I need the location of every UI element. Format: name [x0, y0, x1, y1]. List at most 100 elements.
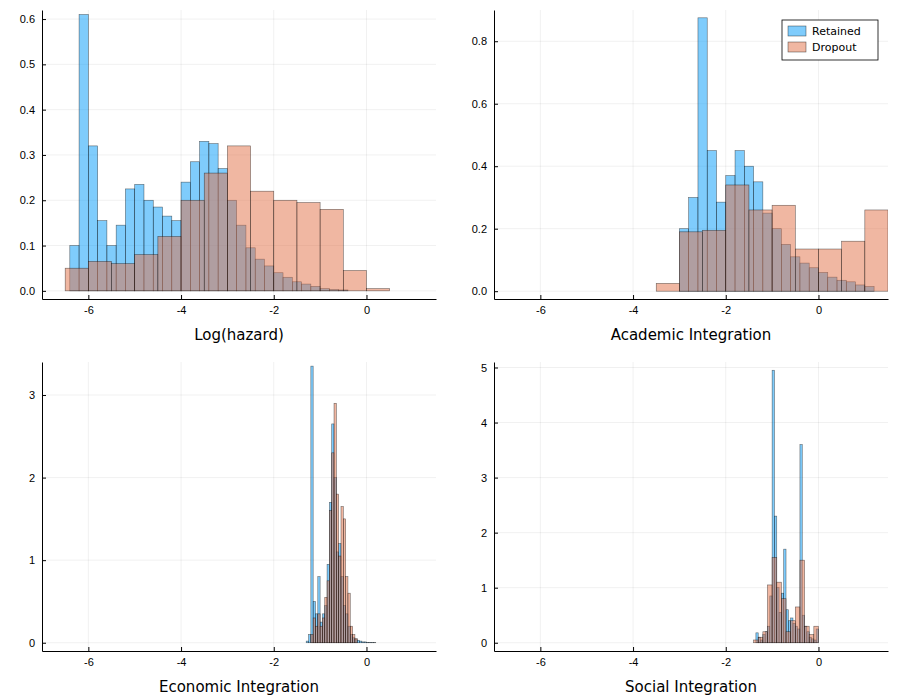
tick: -4: [177, 295, 187, 316]
histogram-bar: [360, 641, 362, 643]
histogram-bar: [332, 453, 334, 643]
axis-line: [43, 299, 437, 300]
grid-line: [494, 422, 888, 423]
tick: 0.0: [20, 285, 46, 297]
tick-mark: [540, 647, 541, 651]
tick-mark: [88, 647, 89, 651]
tick: 0.2: [20, 194, 46, 206]
histogram-bar: [320, 626, 322, 643]
grid-line: [494, 532, 888, 533]
tick: -6: [84, 295, 94, 316]
histogram-bar: [343, 519, 345, 643]
histogram-bar: [329, 502, 331, 642]
tick: 0.6: [472, 98, 498, 110]
tick-label: 0.2: [20, 194, 35, 206]
histogram-bar: [772, 557, 777, 642]
tick-mark: [42, 560, 46, 561]
tick-label: 1: [481, 582, 487, 594]
tick-mark: [494, 478, 498, 479]
tick-mark: [494, 104, 498, 105]
histogram-bar: [306, 641, 308, 643]
histogram-bar: [781, 599, 786, 643]
grid-line: [494, 477, 888, 478]
legend-label: Retained: [812, 25, 861, 38]
x-axis: -6 -4 -2 0: [495, 295, 889, 316]
histogram-bar: [313, 618, 315, 643]
tick-label: -4: [629, 304, 639, 316]
tick: 1: [481, 582, 498, 594]
histogram-bar: [251, 191, 274, 291]
tick-label: 4: [481, 417, 487, 429]
tick: -4: [629, 295, 639, 316]
tick-label: 0.6: [472, 98, 487, 110]
histogram-bar: [112, 264, 135, 291]
tick-label: 0: [816, 304, 822, 316]
bars: [656, 18, 888, 291]
tick: 3: [481, 472, 498, 484]
histogram-bar: [355, 639, 357, 643]
tick-mark: [818, 647, 819, 651]
histogram-bar: [791, 621, 796, 643]
histogram-bar: [726, 185, 749, 291]
tick-label: 1: [29, 554, 35, 566]
histogram-bar: [355, 639, 357, 642]
grid-line: [633, 10, 634, 299]
tick-label: -6: [84, 304, 94, 316]
tick: -6: [536, 295, 546, 316]
tick-mark: [42, 643, 46, 644]
histogram-bar: [767, 585, 772, 643]
histogram-bar: [842, 241, 865, 291]
histogram-bar: [366, 289, 389, 291]
histogram-series: [306, 366, 376, 643]
histogram-bar: [805, 626, 810, 643]
tick-label: 0.0: [20, 285, 35, 297]
histogram-bar: [350, 626, 352, 643]
grid-line: [494, 367, 888, 368]
histogram-bar: [679, 232, 702, 291]
panel: -6-4-200.00.10.20.30.40.50.6Log(hazard): [20, 10, 437, 344]
histogram-bar: [656, 283, 679, 291]
histogram-bar: [334, 403, 336, 642]
histogram-bar: [353, 634, 355, 642]
histogram-bar: [315, 626, 317, 643]
figure: -6-4-200.00.10.20.30.40.50.6Log(hazard)-…: [0, 0, 900, 700]
tick-mark: [42, 395, 46, 396]
tick: 0: [481, 637, 498, 649]
tick-mark: [42, 110, 46, 111]
tick-mark: [494, 368, 498, 369]
histogram-bar: [758, 637, 763, 643]
tick-mark: [42, 478, 46, 479]
grid-line: [818, 362, 819, 651]
histogram-bar: [754, 640, 759, 643]
tick: 3: [29, 389, 46, 401]
histogram-bar: [327, 564, 329, 642]
panel: -6-4-200123Economic Integration: [29, 362, 437, 696]
tick: -2: [269, 647, 279, 668]
histogram-bar: [297, 203, 320, 291]
tick-label: -2: [721, 656, 731, 668]
tick: -6: [536, 647, 546, 668]
tick: 0: [364, 295, 370, 316]
axis-line: [494, 11, 495, 300]
tick-mark: [181, 647, 182, 651]
tick: 0.2: [472, 223, 498, 235]
tick: -2: [721, 295, 731, 316]
x-axis-title: Log(hazard): [194, 326, 284, 344]
tick-label: 2: [29, 472, 35, 484]
axis-line: [494, 363, 495, 652]
tick-mark: [494, 41, 498, 42]
histogram-bar: [795, 249, 818, 291]
tick-mark: [42, 64, 46, 65]
legend-label: Dropout: [812, 41, 857, 54]
grid-line: [366, 362, 367, 651]
histogram-bar: [777, 582, 782, 643]
legend: Retained Dropout: [782, 20, 878, 60]
y-axis: 0.00.20.40.60.8: [472, 11, 498, 300]
tick-mark: [540, 295, 541, 299]
tick-label: -6: [536, 304, 546, 316]
tick-label: -6: [84, 656, 94, 668]
tick-mark: [494, 588, 498, 589]
grid-line: [42, 642, 436, 643]
histogram-bar: [818, 249, 841, 291]
histogram-bar: [362, 641, 364, 643]
